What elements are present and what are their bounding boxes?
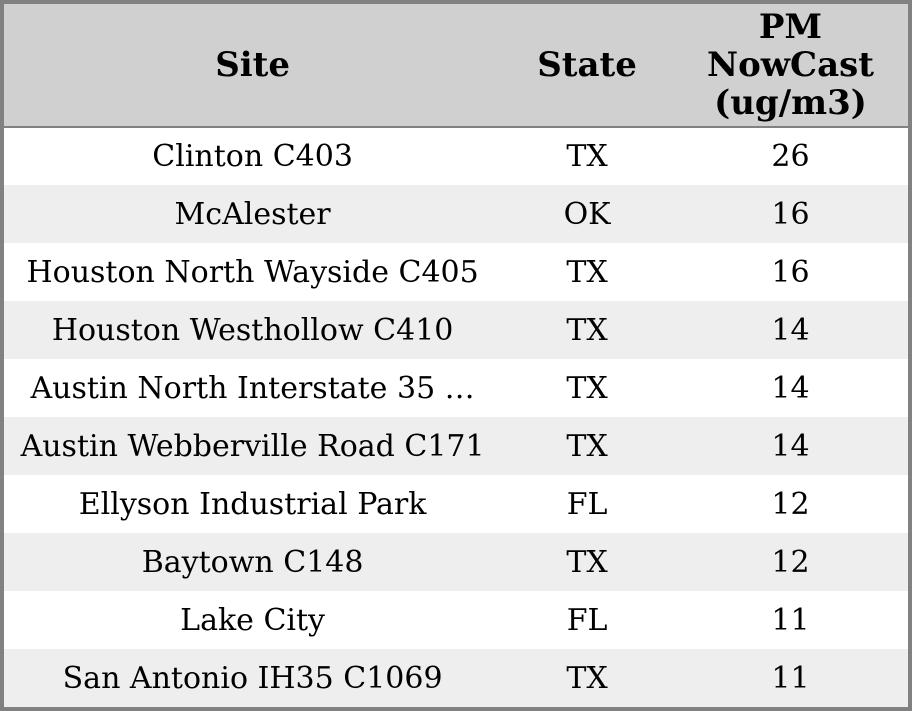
cell-pm-nowcast: 16 [771, 196, 810, 232]
table-row: Austin North Interstate 35 … TX 14 [4, 359, 908, 417]
cell-state: TX [566, 544, 608, 580]
header-row: Site State PM NowCast (ug/m3) [4, 4, 908, 128]
cell-site: Houston North Wayside C405 [26, 254, 479, 290]
table-row: Houston Westhollow C410 TX 14 [4, 301, 908, 359]
table-row: Lake City FL 11 [4, 591, 908, 649]
cell-state: TX [566, 660, 608, 696]
cell-pm-nowcast: 14 [771, 370, 810, 406]
cell-site: Ellyson Industrial Park [78, 486, 427, 522]
cell-site: Baytown C148 [141, 544, 364, 580]
cell-pm-nowcast: 12 [771, 544, 810, 580]
column-header-pm-nowcast-label: PM NowCast (ug/m3) [706, 6, 874, 124]
column-header-site: Site [4, 4, 502, 128]
table-row: San Antonio IH35 C1069 TX 11 [4, 649, 908, 707]
cell-pm-nowcast: 11 [771, 660, 810, 696]
table-row: Austin Webberville Road C171 TX 14 [4, 417, 908, 475]
cell-state: TX [566, 139, 608, 174]
table-header: Site State PM NowCast (ug/m3) [4, 4, 908, 128]
cell-pm-nowcast: 16 [771, 254, 810, 290]
cell-state: FL [566, 486, 608, 522]
cell-site: Lake City [180, 602, 326, 638]
cell-state: TX [566, 312, 608, 348]
table-row: Houston North Wayside C405 TX 16 [4, 243, 908, 301]
cell-state: OK [563, 196, 611, 232]
column-header-pm-nowcast: PM NowCast (ug/m3) [672, 4, 908, 128]
cell-pm-nowcast: 12 [771, 486, 810, 522]
column-header-state-label: State [537, 44, 637, 85]
table-row: Baytown C148 TX 12 [4, 533, 908, 591]
cell-pm-nowcast: 11 [771, 602, 810, 638]
column-header-site-label: Site [215, 44, 290, 85]
cell-state: TX [566, 254, 608, 290]
table-row: Clinton C403 TX 26 [4, 127, 908, 185]
pm-nowcast-table: Site State PM NowCast (ug/m3) Clinton C4… [4, 4, 908, 707]
table-row: McAlester OK 16 [4, 185, 908, 243]
cell-site: San Antonio IH35 C1069 [62, 660, 443, 696]
cell-state: TX [566, 370, 608, 406]
column-header-state: State [501, 4, 673, 128]
cell-pm-nowcast: 26 [771, 139, 810, 174]
cell-state: TX [566, 428, 608, 464]
cell-site: Austin North Interstate 35 … [30, 370, 475, 406]
cell-site: Austin Webberville Road C171 [20, 428, 485, 464]
cell-site: Clinton C403 [152, 139, 353, 174]
cell-pm-nowcast: 14 [771, 428, 810, 464]
cell-site: Houston Westhollow C410 [51, 312, 454, 348]
cell-site: McAlester [174, 196, 331, 232]
cell-state: FL [566, 602, 608, 638]
table-row: Ellyson Industrial Park FL 12 [4, 475, 908, 533]
cell-pm-nowcast: 14 [771, 312, 810, 348]
table-body: Clinton C403 TX 26 McAlester OK 16 Houst… [4, 127, 908, 707]
